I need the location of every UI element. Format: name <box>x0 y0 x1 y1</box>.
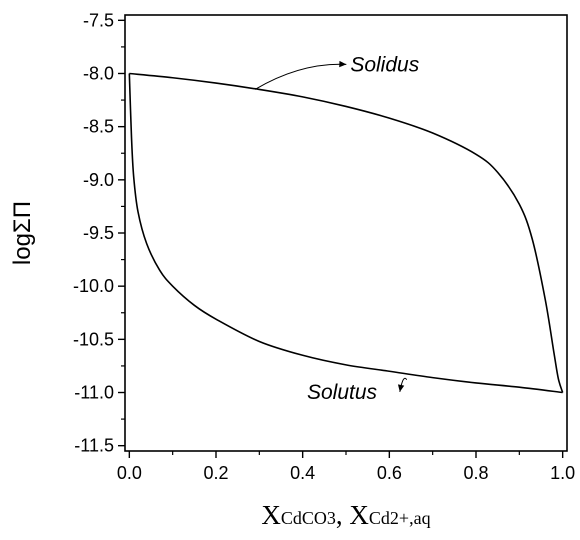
series-group <box>128 72 564 394</box>
annotation-arrowhead <box>397 384 405 392</box>
x-tick-label: 0.6 <box>377 463 402 483</box>
x-tick-label: 0.4 <box>290 463 315 483</box>
annotation-solidus: Solidus <box>350 53 419 76</box>
series-line-solutus <box>128 73 563 394</box>
annotation-arrow <box>254 63 347 90</box>
x-axis-label-sub-1: CdCO3 <box>281 508 336 528</box>
y-tick-label: -9.5 <box>83 223 114 243</box>
x-axis-label-sub-2: Cd2+,aq <box>369 508 431 528</box>
y-tick-label: -10.5 <box>73 329 114 349</box>
x-axis-label-separator: , <box>336 500 350 530</box>
annotation-arrowhead <box>339 60 347 68</box>
annotation-solutus: Solutus <box>307 381 378 404</box>
annotations: Solidus Solutus <box>254 53 420 404</box>
x-axis: 0.0 0.2 0.4 0.6 0.8 1.0 <box>117 451 575 483</box>
y-axis-label: logΣΠ <box>9 201 36 265</box>
y-tick-label: -11.5 <box>74 436 114 456</box>
y-tick-label: -7.5 <box>83 10 114 30</box>
x-axis-label-main-2: X <box>349 500 369 530</box>
y-tick-label: -9.0 <box>83 170 114 190</box>
x-tick-label: 0.0 <box>117 463 142 483</box>
y-tick-label: -8.0 <box>83 63 114 83</box>
y-tick-label: -11.0 <box>74 383 114 403</box>
y-tick-label: -8.5 <box>83 117 114 137</box>
series-line-solidus <box>129 72 564 393</box>
y-axis: -7.5 -8.0 -8.5 -9.0 -9.5 -10.0 -10.5 -11.0 -11.5 <box>73 10 125 456</box>
y-tick-label: -10.0 <box>73 276 114 296</box>
x-axis-label: XCdCO3, XCd2+,aq <box>261 500 430 530</box>
x-tick-label: 0.8 <box>463 463 488 483</box>
x-tick-label: 0.2 <box>203 463 228 483</box>
x-tick-label: 1.0 <box>550 463 575 483</box>
x-axis-label-main-1: X <box>261 500 281 530</box>
